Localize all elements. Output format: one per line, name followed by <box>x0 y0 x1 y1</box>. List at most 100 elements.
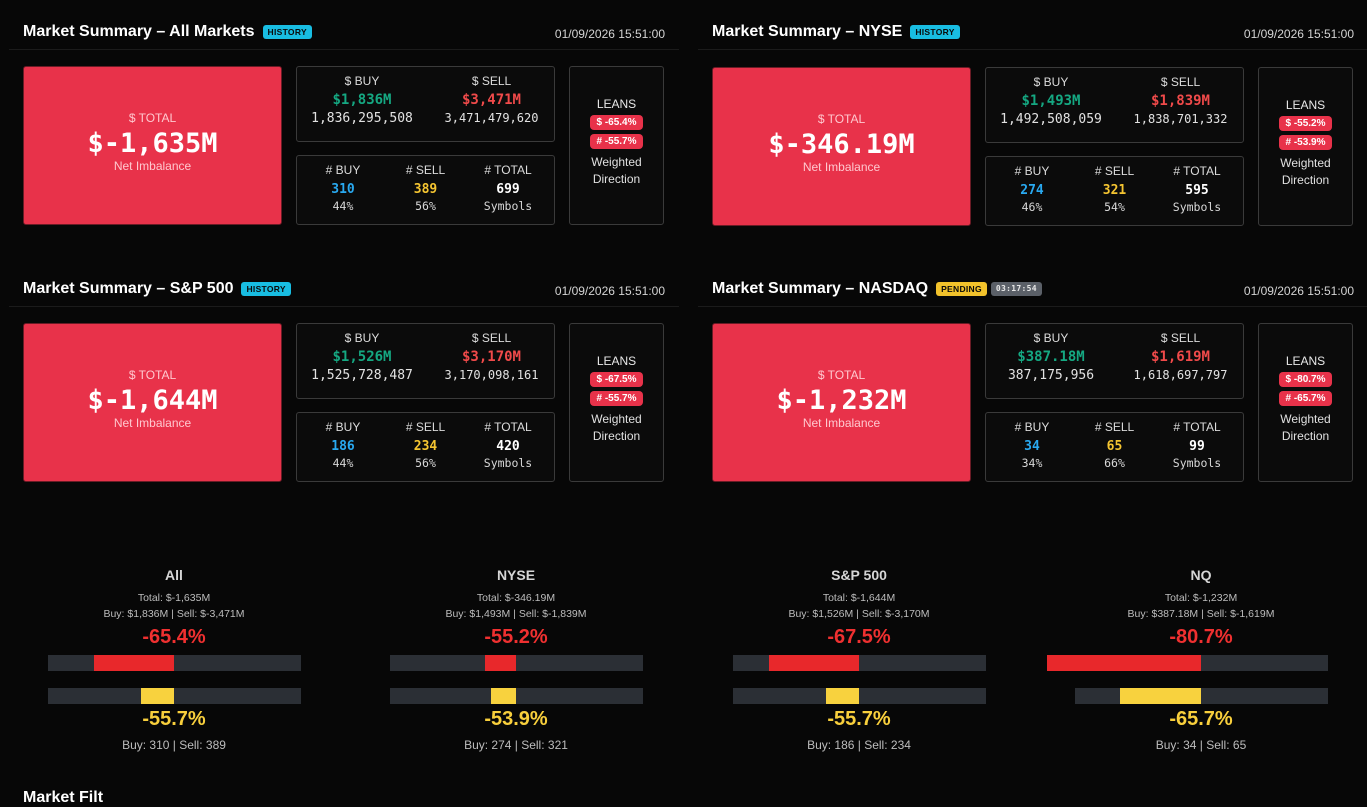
count-lean-fill <box>141 688 174 704</box>
total-label: $ TOTAL <box>128 111 177 125</box>
gauge-count-pct: -65.7% <box>1169 708 1233 730</box>
leans-box: LEANS $ -65.4% # -55.7% Weighted Directi… <box>569 66 664 225</box>
panel-title-text: Market Summary – All Markets <box>23 23 255 40</box>
weighted-label: Weighted <box>591 155 642 169</box>
dollar-lean-bar <box>389 655 643 671</box>
buy-label: $ BUY <box>1033 75 1069 89</box>
dollar-box: $ BUY $1,836M 1,836,295,508 $ SELL $3,47… <box>296 66 555 142</box>
timestamp: 01/09/2026 15:51:00 <box>554 27 665 41</box>
weighted-label: Weighted <box>591 412 642 426</box>
sell-full: 1,838,701,332 <box>1133 112 1228 126</box>
buy-short: $1,493M <box>1021 93 1081 109</box>
count-buy-label: # BUY <box>1014 164 1050 178</box>
gauge-sp500: S&P 500 Total: $-1,644M Buy: $1,526M | S… <box>709 567 1009 752</box>
gauge-dollar-pct: -80.7% <box>1169 626 1233 648</box>
history-badge[interactable]: HISTORY <box>262 25 312 39</box>
count-buy: 34 <box>1024 439 1040 454</box>
dollar-box: $ BUY $387.18M 387,175,956 $ SELL $1,619… <box>985 323 1244 399</box>
pct-sell: 54% <box>1104 200 1125 214</box>
lean-count-pill: # -65.7% <box>1279 391 1332 406</box>
panel-header: Market Summary – S&P 500 HISTORY 01/09/2… <box>9 274 679 307</box>
gauge-buysell: Buy: $1,526M | Sell: $-3,170M <box>788 608 930 620</box>
buy-full: 387,175,956 <box>1007 368 1095 383</box>
count-sell-label: # SELL <box>405 420 446 434</box>
buy-label: $ BUY <box>344 74 380 88</box>
pct-sell: 56% <box>415 456 436 470</box>
pending-badge[interactable]: PENDING <box>936 282 987 296</box>
market-filter-title: Market Filt <box>23 789 104 806</box>
timestamp: 01/09/2026 15:51:00 <box>554 284 665 298</box>
count-lean-bar <box>732 688 986 704</box>
gauge-footer: Buy: 186 | Sell: 234 <box>807 738 911 752</box>
symbols-label: Symbols <box>1172 200 1222 214</box>
panel-title: Market Summary – S&P 500 HISTORY <box>23 280 291 298</box>
history-badge[interactable]: HISTORY <box>241 282 291 296</box>
leans-label: LEANS <box>596 97 637 111</box>
gauge-dollar-pct: -65.4% <box>142 626 206 648</box>
total-label: $ TOTAL <box>817 112 866 126</box>
panel-title: Market Summary – All Markets HISTORY <box>23 23 312 41</box>
gauge-footer: Buy: 310 | Sell: 389 <box>122 738 226 752</box>
gauge-count-pct: -53.9% <box>484 708 548 730</box>
total-sub: Net Imbalance <box>802 416 881 430</box>
gauge-buysell: Buy: $387.18M | Sell: $-1,619M <box>1127 608 1275 620</box>
lean-count-pill: # -53.9% <box>1279 135 1332 150</box>
direction-label: Direction <box>592 429 641 443</box>
leans-label: LEANS <box>1285 354 1326 368</box>
pct-buy: 44% <box>332 199 354 213</box>
gauge-footer: Buy: 34 | Sell: 65 <box>1155 738 1247 752</box>
sell-full: 1,618,697,797 <box>1133 368 1228 382</box>
total-value: $-346.19M <box>768 129 915 160</box>
symbols-label: Symbols <box>1172 456 1222 470</box>
direction-label: Direction <box>1281 429 1330 443</box>
leans-box: LEANS $ -55.2% # -53.9% Weighted Directi… <box>1258 67 1353 226</box>
gauge-total: Total: $-1,635M <box>137 592 211 604</box>
sell-label: $ SELL <box>471 331 512 345</box>
count-total-label: # TOTAL <box>1173 420 1221 434</box>
gauge-name: All <box>165 567 183 583</box>
panel-header: Market Summary – NYSE HISTORY 01/09/2026… <box>698 17 1367 50</box>
market-summary-sp500: Market Summary – S&P 500 HISTORY 01/09/2… <box>9 274 679 514</box>
panel-header: Market Summary – All Markets HISTORY 01/… <box>9 17 679 50</box>
sell-label: $ SELL <box>471 74 512 88</box>
dollar-lean-fill <box>1047 655 1201 671</box>
lean-count-pill: # -55.7% <box>590 391 643 406</box>
panel-title-text: Market Summary – NYSE <box>712 23 903 40</box>
pct-sell: 56% <box>415 199 436 213</box>
net-imbalance-card: $ TOTAL $-1,635M Net Imbalance <box>23 66 282 225</box>
sell-short: $3,170M <box>461 349 521 365</box>
weighted-label: Weighted <box>1280 412 1331 426</box>
sell-label: $ SELL <box>1160 75 1201 89</box>
count-sell-label: # SELL <box>1094 164 1135 178</box>
count-lean-bar <box>1074 688 1328 704</box>
total-sub: Net Imbalance <box>113 416 192 430</box>
history-badge[interactable]: HISTORY <box>910 25 960 39</box>
sell-full: 3,170,098,161 <box>444 368 539 382</box>
market-summary-all: Market Summary – All Markets HISTORY 01/… <box>9 17 679 257</box>
count-total: 99 <box>1189 439 1205 454</box>
sell-short: $1,619M <box>1150 349 1210 365</box>
lean-dollar-pill: $ -65.4% <box>590 115 643 130</box>
gauge-total: Total: $-1,644M <box>822 592 896 604</box>
count-box: # BUY 274 46% # SELL 321 54% # TOTAL 595… <box>985 156 1244 226</box>
dollar-box: $ BUY $1,526M 1,525,728,487 $ SELL $3,17… <box>296 323 555 399</box>
count-lean-fill <box>826 688 859 704</box>
net-imbalance-card: $ TOTAL $-1,644M Net Imbalance <box>23 323 282 482</box>
buy-full: 1,492,508,059 <box>1000 112 1102 127</box>
market-summary-nyse: Market Summary – NYSE HISTORY 01/09/2026… <box>698 17 1367 257</box>
sell-full: 3,471,479,620 <box>444 111 539 125</box>
count-total-label: # TOTAL <box>1173 164 1221 178</box>
leans-label: LEANS <box>1285 98 1326 112</box>
sell-short: $1,839M <box>1150 93 1210 109</box>
gauge-total: Total: $-1,232M <box>1164 592 1238 604</box>
dollar-lean-bar <box>732 655 986 671</box>
weighted-label: Weighted <box>1280 156 1331 170</box>
buy-short: $1,836M <box>332 92 392 108</box>
leans-box: LEANS $ -80.7% # -65.7% Weighted Directi… <box>1258 323 1353 482</box>
count-buy: 310 <box>331 182 355 197</box>
buy-short: $1,526M <box>332 349 392 365</box>
gauge-name: NYSE <box>496 567 536 583</box>
gauge-dollar-pct: -55.2% <box>484 626 548 648</box>
buy-full: 1,836,295,508 <box>311 111 413 126</box>
count-total: 595 <box>1185 183 1209 198</box>
